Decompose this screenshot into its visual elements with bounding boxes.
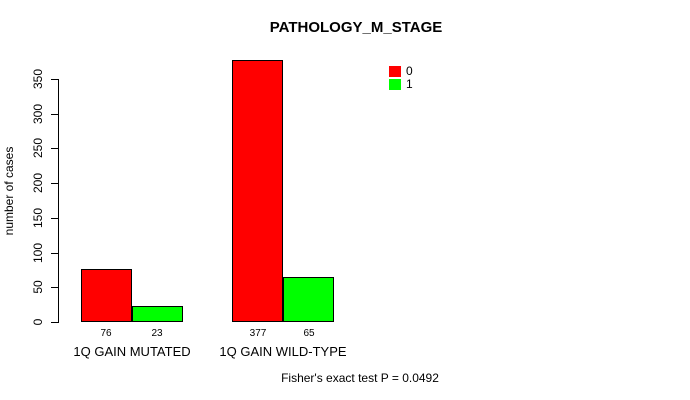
y-tick-label: 250: [31, 137, 45, 159]
y-tick-label: 100: [31, 242, 45, 264]
y-tick-mark: [51, 79, 58, 80]
legend-item: 0: [389, 65, 413, 78]
bar-0: [81, 269, 132, 322]
legend-swatch: [389, 79, 401, 90]
y-tick-mark: [51, 183, 58, 184]
bar-1: [132, 306, 183, 322]
bar-1: [283, 277, 334, 322]
legend-swatch: [389, 66, 401, 77]
y-tick-mark: [51, 253, 58, 254]
x-category-label: 1Q GAIN MUTATED: [73, 344, 191, 359]
y-tick-label: 200: [31, 172, 45, 194]
legend-label: 0: [406, 64, 413, 78]
y-tick-label: 0: [31, 318, 45, 326]
legend-item: 1: [389, 78, 413, 91]
y-axis-label: number of cases: [2, 146, 16, 236]
y-tick-mark: [51, 287, 58, 288]
y-tick-label: 350: [31, 68, 45, 90]
legend-label: 1: [406, 77, 413, 91]
y-tick-label: 150: [31, 207, 45, 229]
bar-value-label: 65: [303, 328, 315, 339]
fisher-test-note: Fisher's exact test P = 0.0492: [281, 371, 439, 385]
bar-value-label: 377: [249, 328, 267, 339]
x-category-label: 1Q GAIN WILD-TYPE: [219, 344, 347, 359]
y-tick-mark: [51, 322, 58, 323]
y-tick-label: 50: [31, 280, 45, 294]
y-axis-line: [58, 79, 59, 323]
y-tick-mark: [51, 148, 58, 149]
y-tick-label: 300: [31, 103, 45, 125]
bar-value-label: 76: [100, 328, 112, 339]
y-tick-mark: [51, 218, 58, 219]
chart-title: PATHOLOGY_M_STAGE: [269, 19, 443, 36]
y-tick-mark: [51, 114, 58, 115]
bar-0: [232, 60, 283, 322]
bar-value-label: 23: [151, 328, 163, 339]
